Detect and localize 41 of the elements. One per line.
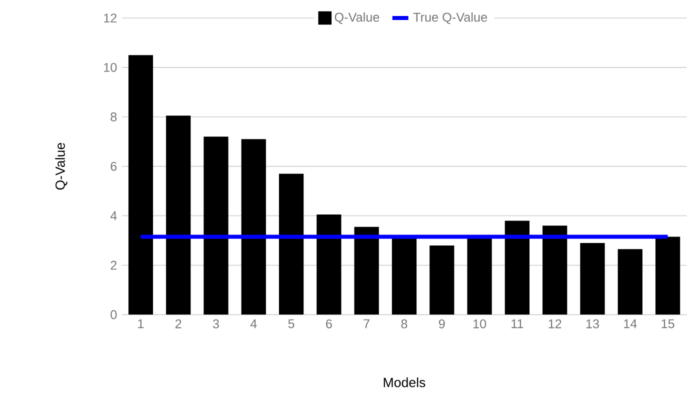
x-tick-label: 10 [473,320,486,329]
bar [580,243,605,315]
legend-label: True Q-Value [413,12,487,24]
x-tick-label: 6 [326,320,332,329]
legend-label: Q-Value [334,12,380,24]
bar [278,174,304,315]
x-tick-label: 12 [548,320,562,328]
x-tick-label: 15 [662,320,674,328]
bar [166,116,191,315]
bar [316,214,342,315]
bar [392,237,417,315]
x-tick-label: 5 [288,320,294,328]
bar [128,55,154,315]
x-tick-label: 14 [624,320,637,328]
x-tick-label: 7 [364,320,370,328]
bar [430,246,454,315]
x-tick-label: 13 [586,320,599,329]
bar [618,249,642,315]
x-tick-label: 3 [212,320,219,329]
x-tick-label: 4 [250,320,257,328]
bar [241,139,266,315]
y-tick-label: 0 [110,310,117,320]
x-tick-label: 9 [438,320,445,329]
y-axis-title: Q-Value [55,143,68,190]
y-tick-label: 6 [110,162,117,172]
y-tick-label: 2 [110,261,117,270]
x-tick-label: 11 [512,320,524,328]
y-tick-label: 12 [104,14,117,23]
y-tick-label: 8 [110,112,117,122]
bar [204,136,228,315]
x-axis-title: Models [384,378,426,388]
y-tick-label: 4 [110,212,117,220]
bar [542,226,568,315]
bar [504,220,530,315]
bar [655,237,680,315]
x-tick-label: 1 [138,320,144,328]
x-tick-label: 2 [175,320,182,328]
y-tick-label: 10 [104,63,117,72]
bar [467,238,492,315]
x-tick-label: 8 [401,320,408,329]
bar [354,227,379,315]
